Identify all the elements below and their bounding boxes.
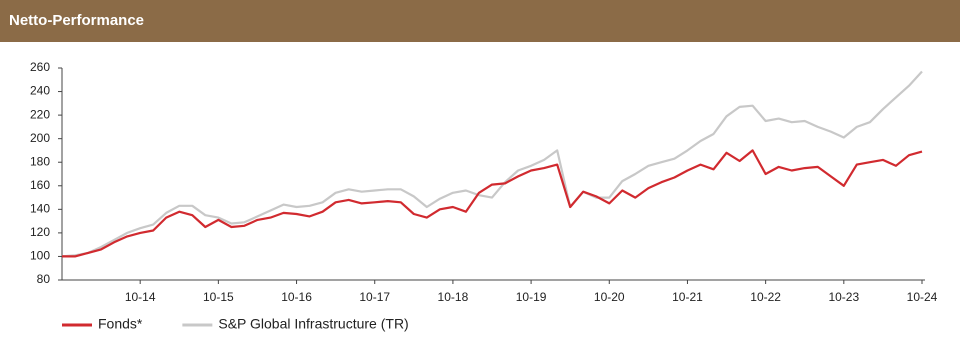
y-tick-label: 240 [30,84,50,98]
chart-title: Netto-Performance [9,12,144,29]
legend-label: S&P Global Infrastructure (TR) [218,316,408,332]
x-tick-label: 10-22 [750,290,781,304]
y-tick-label: 140 [30,202,50,216]
y-tick-label: 260 [30,60,50,74]
x-tick-label: 10-20 [594,290,625,304]
y-tick-label: 80 [37,272,51,286]
x-tick-label: 10-15 [203,290,234,304]
x-tick-label: 10-17 [359,290,390,304]
x-tick-label: 10-23 [828,290,859,304]
header-bar [0,0,960,42]
y-tick-label: 100 [30,249,50,263]
x-tick-label: 10-24 [907,290,938,304]
y-tick-label: 220 [30,107,50,121]
y-tick-label: 120 [30,225,50,239]
x-tick-label: 10-19 [516,290,547,304]
series-line [62,149,923,258]
y-tick-label: 160 [30,178,50,192]
legend-label: Fonds* [98,316,143,332]
y-tick-label: 200 [30,131,50,145]
x-tick-label: 10-16 [281,290,312,304]
series-line [61,70,923,258]
x-tick-label: 10-14 [125,290,156,304]
y-tick-label: 180 [30,154,50,168]
x-tick-label: 10-21 [672,290,703,304]
x-tick-label: 10-18 [438,290,469,304]
